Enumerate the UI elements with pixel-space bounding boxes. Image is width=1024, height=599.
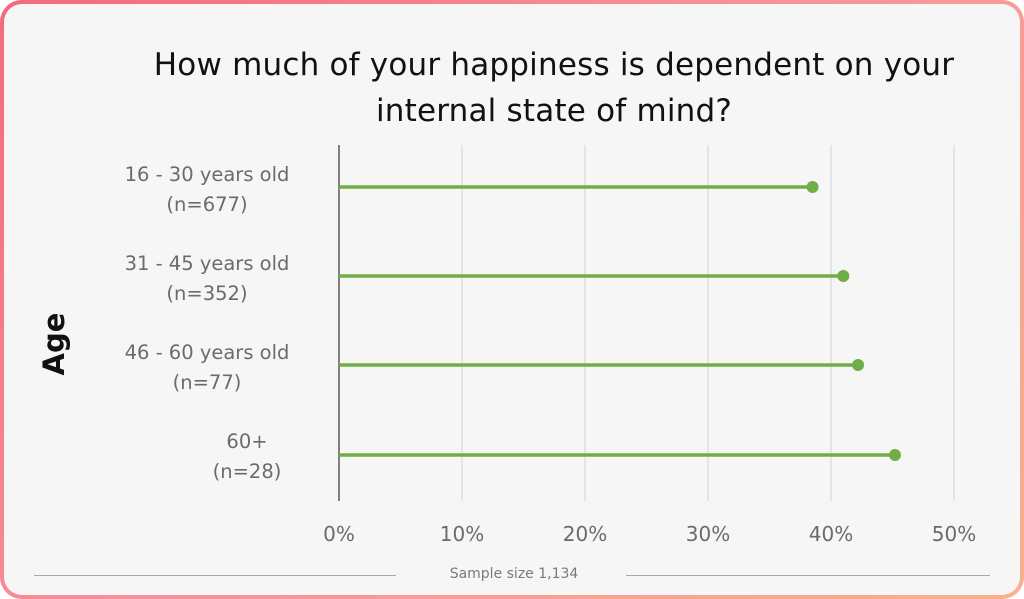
chart-plot [338, 145, 955, 501]
lollipop-dot-0 [806, 181, 819, 193]
category-label-3-line2: (n=28) [212, 460, 282, 483]
sample-size-note: Sample size 1,134 [449, 566, 579, 582]
lollipop-dot-2 [852, 359, 865, 371]
category-label-3-line1: 60+ [226, 430, 268, 453]
category-label-2-line1: 46 - 60 years old [124, 341, 290, 364]
x-tick-label-1: 10% [439, 522, 485, 546]
category-label-1-line2: (n=352) [166, 282, 248, 305]
chart-title: How much of your happiness is dependent … [153, 47, 955, 129]
x-tick-label-0: 0% [323, 522, 355, 546]
footer-divider-right [626, 575, 990, 576]
category-label-2: 46 - 60 years old (n=77) [92, 338, 322, 398]
category-label-0: 16 - 30 years old (n=677) [92, 160, 322, 220]
category-label-1: 31 - 45 years old (n=352) [92, 249, 322, 309]
category-label-3: 60+ (n=28) [172, 427, 322, 487]
lollipop-dot-1 [837, 270, 850, 282]
x-tick-label-5: 50% [931, 522, 977, 546]
chart-card: How much of your happiness is dependent … [4, 4, 1020, 595]
x-tick-label-2: 20% [562, 522, 608, 546]
x-tick-label-3: 30% [685, 522, 731, 546]
footer-divider-left [34, 575, 396, 576]
lollipop-dot-3 [888, 449, 901, 461]
category-label-1-line1: 31 - 45 years old [124, 252, 290, 275]
category-label-0-line2: (n=677) [166, 193, 248, 216]
category-label-2-line2: (n=77) [172, 371, 242, 394]
category-label-0-line1: 16 - 30 years old [124, 163, 290, 186]
x-tick-label-4: 40% [808, 522, 854, 546]
